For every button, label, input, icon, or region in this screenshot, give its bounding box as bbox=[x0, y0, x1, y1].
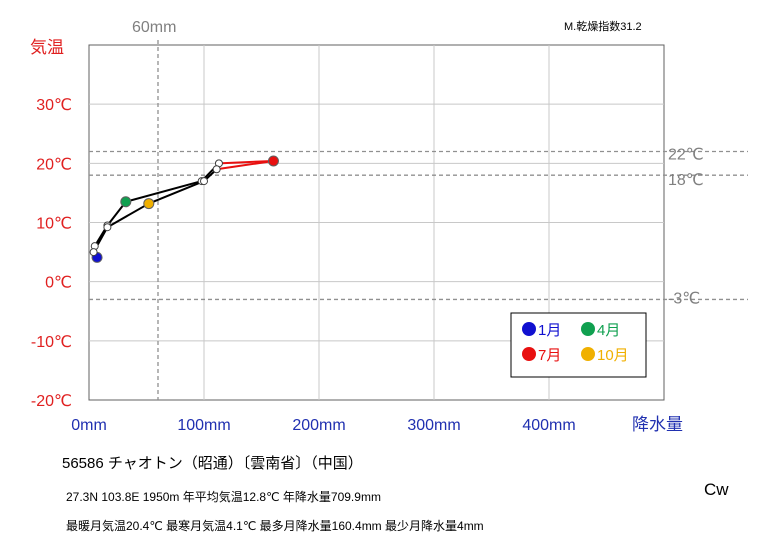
y-tick-label: 30℃ bbox=[36, 97, 72, 114]
reference-lines: 60mm 22℃ 18℃ -3℃ bbox=[89, 19, 748, 400]
x-tick-label: 400mm bbox=[522, 417, 575, 434]
data-point-month-4 bbox=[120, 196, 132, 208]
data-point-month-9 bbox=[200, 177, 208, 186]
legend-label: 10月 bbox=[597, 347, 629, 364]
legend: 1月 4月 7月 10月 bbox=[510, 312, 647, 378]
y-tick-labels: 30℃ 20℃ 10℃ 0℃ -10℃ -20℃ bbox=[31, 97, 72, 410]
reference-label-temp: 22℃ bbox=[668, 147, 704, 164]
y-tick-label: 0℃ bbox=[45, 275, 72, 292]
x-tick-label: 300mm bbox=[407, 417, 460, 434]
legend-box bbox=[510, 312, 647, 378]
x-tick-label: 100mm bbox=[177, 417, 230, 434]
series-segment bbox=[124, 180, 203, 203]
data-point-month-7 bbox=[267, 155, 279, 167]
y-axis-label: 気温 bbox=[30, 38, 64, 57]
series-segment bbox=[106, 202, 150, 229]
station-info-2: 最暖月気温20.4℃ 最寒月気温4.1℃ 最多月降水量160.4mm 最少月降水… bbox=[66, 518, 484, 533]
legend-label: 1月 bbox=[538, 322, 561, 339]
data-points bbox=[89, 155, 279, 263]
reference-label-precip: 60mm bbox=[132, 19, 176, 36]
data-point-month-8 bbox=[212, 165, 221, 174]
legend-marker bbox=[581, 322, 595, 336]
y-tick-label: 20℃ bbox=[36, 156, 72, 173]
y-tick-label: -10℃ bbox=[31, 334, 72, 351]
data-point-month-10 bbox=[143, 198, 155, 210]
x-tick-label: 200mm bbox=[292, 417, 345, 434]
data-point-month-12 bbox=[89, 248, 98, 257]
data-point-month-11 bbox=[103, 223, 112, 232]
station-title: 56586 チャオトン（昭通）〔雲南省〕（中国） bbox=[62, 455, 363, 472]
reference-label-temp: -3℃ bbox=[668, 290, 700, 307]
series-segment bbox=[147, 180, 205, 205]
y-tick-label: 10℃ bbox=[36, 216, 72, 233]
reference-label-temp: 18℃ bbox=[668, 172, 704, 189]
x-axis-label: 降水量 bbox=[632, 415, 683, 434]
legend-label: 7月 bbox=[538, 347, 561, 364]
climate-code: Cw bbox=[704, 480, 729, 499]
aridity-label: M.乾燥指数31.2 bbox=[564, 19, 642, 33]
legend-marker bbox=[522, 347, 536, 361]
x-tick-labels: 0mm 100mm 200mm 300mm 400mm bbox=[71, 417, 575, 434]
legend-marker bbox=[522, 322, 536, 336]
y-tick-label: -20℃ bbox=[31, 393, 72, 410]
legend-label: 4月 bbox=[597, 322, 620, 339]
series-segment bbox=[215, 159, 275, 171]
station-info-1: 27.3N 103.8E 1950m 年平均気温12.8℃ 年降水量709.9m… bbox=[66, 489, 381, 504]
legend-marker bbox=[581, 347, 595, 361]
x-tick-label: 0mm bbox=[71, 417, 107, 434]
